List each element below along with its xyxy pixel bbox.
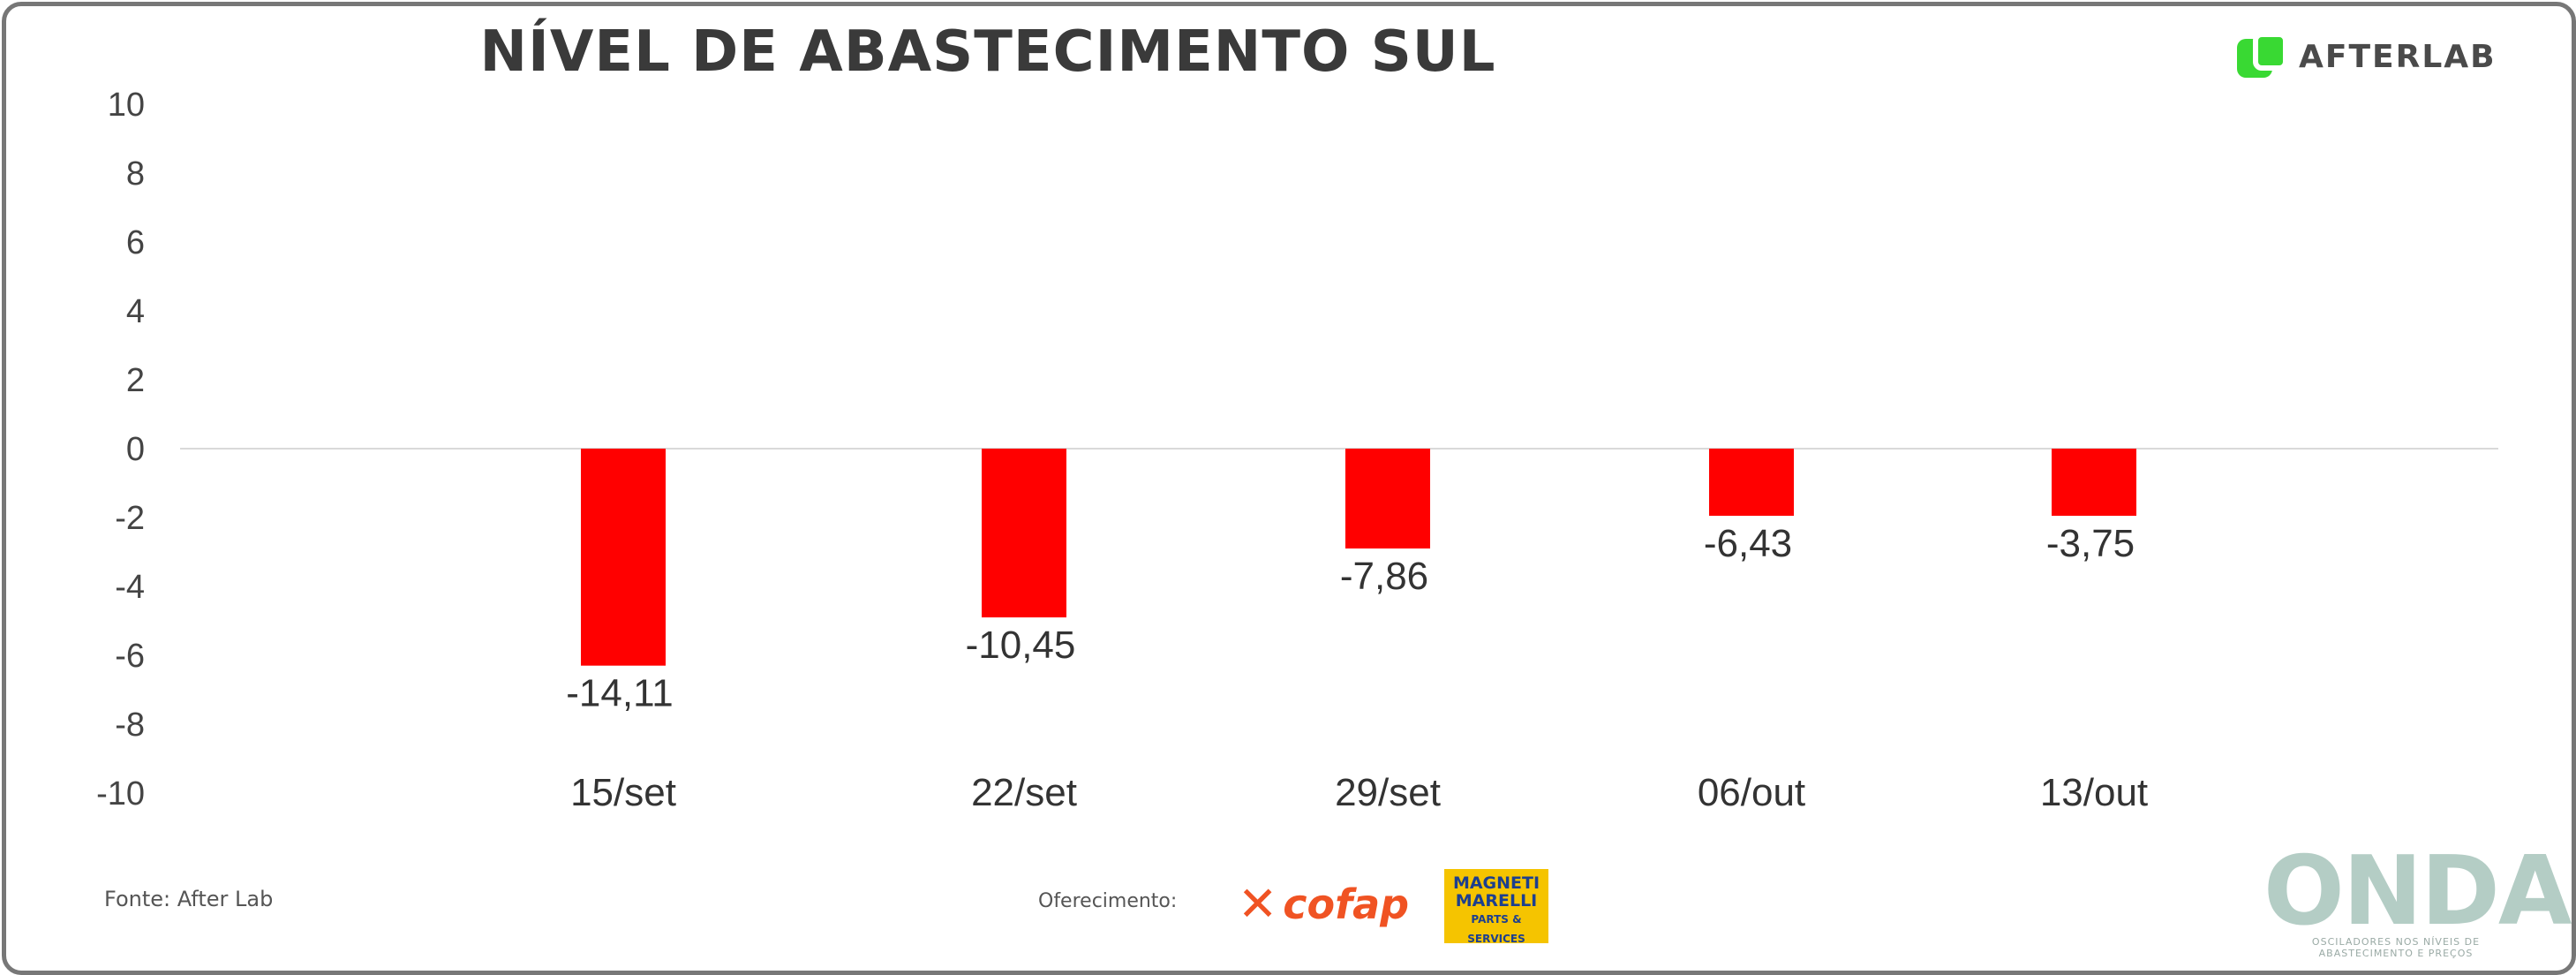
y-tick-label: 4	[126, 293, 145, 330]
category-label: 06/out	[1698, 771, 1805, 814]
y-tick-label: -4	[115, 569, 145, 606]
onda-logo: ONDA OSCILADORES NOS NÍVEIS DE ABASTECIM…	[2263, 836, 2572, 960]
category-label: 15/set	[570, 771, 676, 814]
category-label: 22/set	[971, 771, 1077, 814]
data-label: -10,45	[966, 624, 1076, 667]
y-tick-label: -6	[115, 638, 145, 675]
data-label: -14,11	[566, 672, 674, 715]
magneti-marelli-logo: MAGNETI MARELLI PARTS & SERVICES	[1444, 869, 1548, 945]
y-tick-label: 0	[126, 431, 145, 468]
y-tick-label: 2	[126, 362, 145, 399]
category-label: 29/set	[1335, 771, 1441, 814]
magneti-line3: PARTS & SERVICES	[1467, 913, 1525, 945]
y-tick-label: -10	[96, 775, 145, 812]
y-tick-label: 6	[126, 224, 145, 261]
onda-wordmark: ONDA	[2263, 836, 2572, 947]
y-tick-label: -8	[115, 707, 145, 744]
cofap-wordmark: cofap	[1283, 881, 1410, 928]
afterlab-wordmark: AFTERLAB	[2299, 38, 2497, 75]
bar	[1345, 449, 1430, 549]
magneti-line1: MAGNETI	[1452, 873, 1540, 893]
category-label: 13/out	[2040, 771, 2148, 814]
onda-tagline: OSCILADORES NOS NÍVEIS DE ABASTECIMENTO …	[2311, 936, 2481, 959]
bar	[2052, 449, 2136, 517]
afterlab-mark-icon	[2237, 32, 2288, 81]
cofap-mark-icon: ✕	[1238, 876, 1278, 932]
y-tick-label: -2	[115, 500, 145, 537]
y-tick-label: 10	[108, 87, 145, 124]
cofap-logo: ✕ cofap	[1238, 880, 1409, 929]
sponsor-label: Oferecimento:	[1038, 890, 1178, 912]
y-tick-label: 8	[126, 155, 145, 193]
source-note: Fonte: After Lab	[104, 887, 274, 911]
bar	[581, 449, 666, 666]
bar	[982, 449, 1066, 618]
data-label: -3,75	[2046, 522, 2135, 565]
data-label: -7,86	[1340, 555, 1428, 598]
magneti-line2: MARELLI	[1455, 891, 1538, 911]
afterlab-logo: AFTERLAB	[2237, 32, 2497, 81]
data-label: -6,43	[1704, 522, 1792, 565]
chart-title: NÍVEL DE ABASTECIMENTO SUL	[479, 19, 1496, 85]
bar	[1709, 449, 1794, 517]
